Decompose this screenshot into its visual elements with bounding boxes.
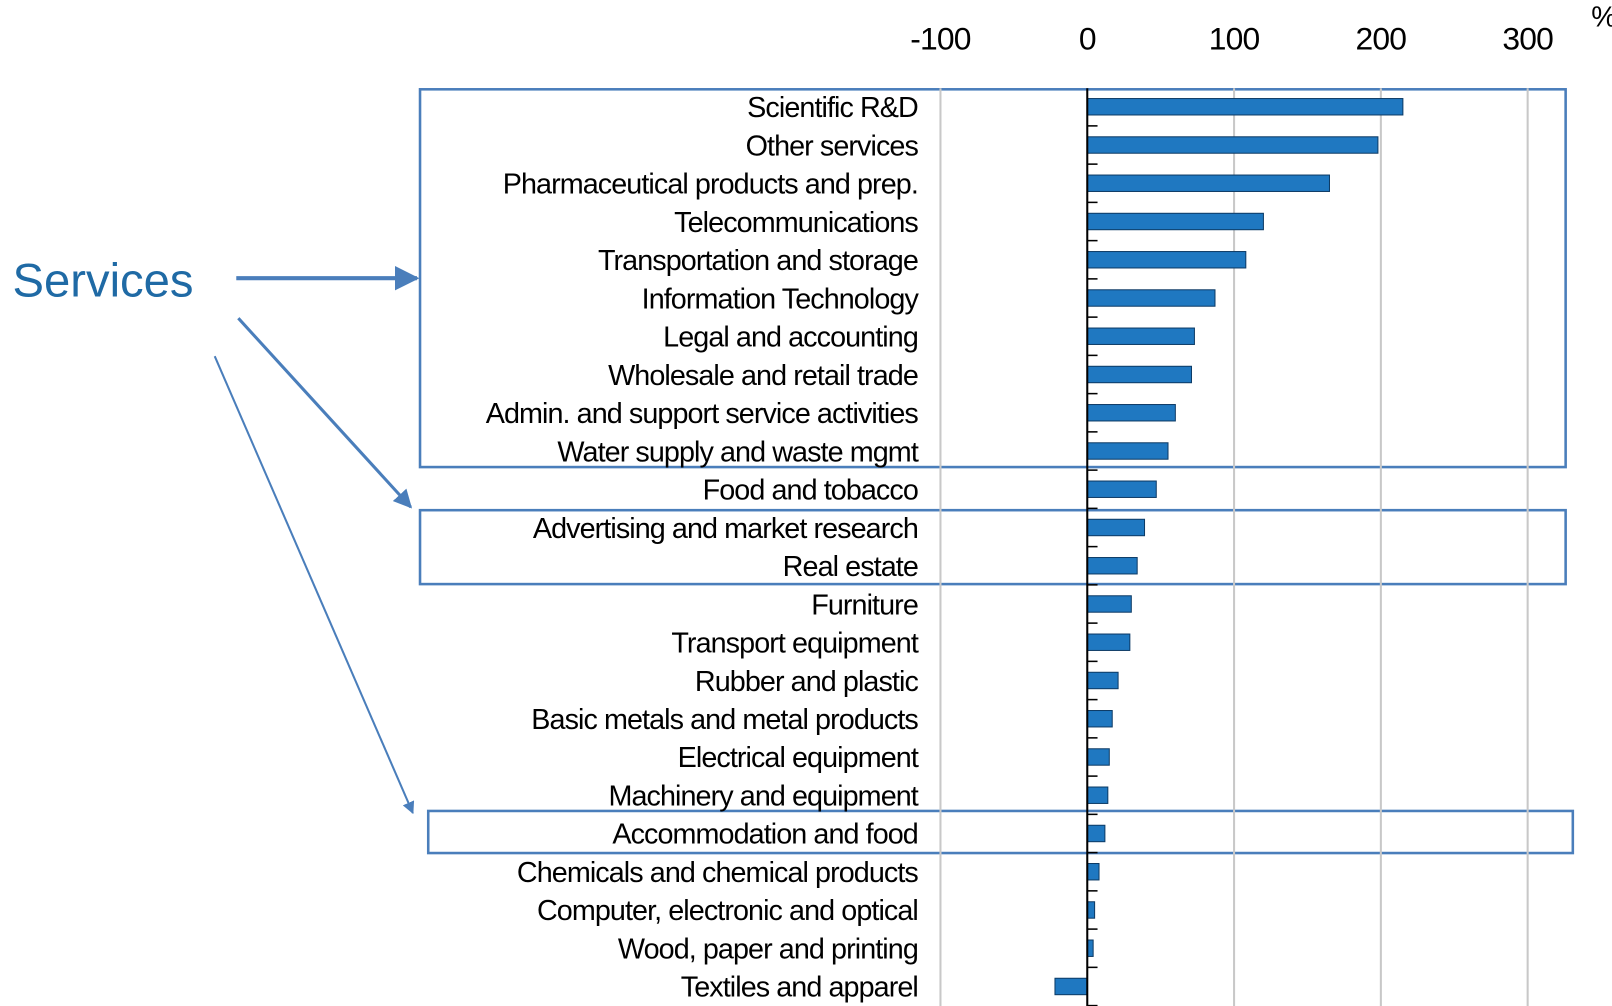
- bar: [1086, 710, 1113, 728]
- y-tick-label: Machinery and equipment: [608, 780, 918, 812]
- box: [418, 88, 1567, 469]
- bar: [1086, 251, 1247, 269]
- bar: [1086, 404, 1176, 422]
- bar: [1086, 480, 1157, 498]
- y-tick-label: Pharmaceutical products and prep.: [503, 169, 918, 201]
- y-tick-label: Furniture: [811, 589, 918, 621]
- box: [418, 508, 1567, 586]
- y-tick-label: Wholesale and retail trade: [608, 360, 918, 392]
- bar: [1086, 786, 1109, 804]
- x-tick-label: 200: [1356, 20, 1407, 56]
- bar: [1086, 901, 1096, 919]
- y-tick-label: Electrical equipment: [678, 742, 919, 774]
- arrow: [213, 355, 415, 815]
- bar: [1086, 748, 1110, 766]
- bar: [1086, 174, 1330, 192]
- bar: [1086, 595, 1132, 613]
- y-tick-label: Real estate: [783, 551, 918, 583]
- bar: [1086, 671, 1119, 690]
- x-tick-label: 300: [1502, 20, 1553, 56]
- bar: [1086, 327, 1195, 345]
- box: [426, 809, 1575, 855]
- group-boxes: [418, 88, 1575, 855]
- y-tick-label: Food and tobacco: [703, 475, 918, 507]
- y-tick-label: Textiles and apparel: [681, 972, 918, 1004]
- y-tick-label: Scientific R&D: [747, 92, 918, 124]
- y-tick-label: Accommodation and food: [612, 819, 918, 851]
- arrows: [213, 265, 420, 815]
- arrow: [237, 317, 413, 509]
- bar: [1086, 557, 1138, 575]
- y-tick-label: Information Technology: [642, 283, 920, 315]
- bar: [1086, 365, 1193, 384]
- bar: [1086, 212, 1264, 231]
- bar: [1086, 518, 1146, 537]
- y-tick-label: Transport equipment: [671, 628, 918, 660]
- x-tick-label: 0: [1079, 20, 1096, 56]
- y-tick-label: Basic metals and metal products: [531, 704, 918, 736]
- bar: [1086, 824, 1106, 843]
- unit-label: %: [1591, 2, 1612, 34]
- y-tick-label: Rubber and plastic: [695, 666, 919, 698]
- bar: [1086, 136, 1379, 154]
- y-tick-label: Telecommunications: [674, 207, 918, 239]
- y-tick-label: Water supply and waste mgmt: [557, 436, 918, 468]
- annotation: Services: [12, 255, 193, 308]
- y-tick-label: Computer, electronic and optical: [537, 895, 918, 927]
- y-tick-label: Chemicals and chemical products: [517, 857, 919, 889]
- bar: [1086, 863, 1100, 881]
- x-tick-label: -100: [910, 20, 971, 56]
- bar: [1086, 633, 1131, 651]
- x-tick-label: 100: [1209, 20, 1260, 56]
- bar: [1086, 442, 1169, 460]
- bar: [1086, 289, 1216, 307]
- bar: [1054, 977, 1088, 996]
- y-tick-label: Legal and accounting: [663, 322, 918, 354]
- y-tick-label: Admin. and support service activities: [486, 398, 919, 430]
- y-tick-label: Wood, paper and printing: [618, 933, 918, 965]
- y-tick-label: Transportation and storage: [598, 245, 918, 277]
- y-tick-label: Advertising and market research: [533, 513, 918, 545]
- bar: [1086, 98, 1404, 116]
- y-tick-label: Other services: [746, 130, 919, 162]
